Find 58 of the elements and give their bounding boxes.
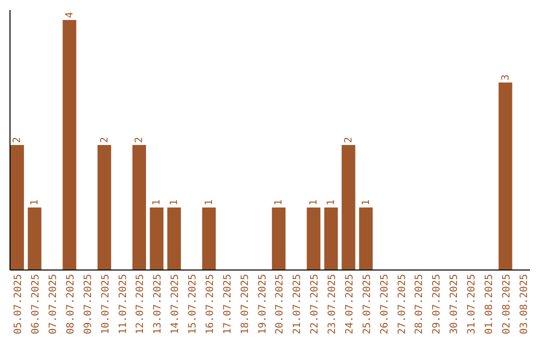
x-tick-label: 19.07.2025 <box>257 274 268 334</box>
bar <box>202 208 216 270</box>
x-tick-label: 29.07.2025 <box>432 274 443 334</box>
data-label: 3 <box>500 74 512 80</box>
data-label: 1 <box>274 199 285 206</box>
x-tick-label: 25.07.2025 <box>362 274 373 334</box>
x-tick-label: 27.07.2025 <box>396 274 408 334</box>
x-tick-label: 08.07.2025 <box>65 274 76 334</box>
bar <box>324 208 338 270</box>
data-label: 2 <box>134 136 146 143</box>
x-tick-label: 30.07.2025 <box>449 274 460 334</box>
bar <box>98 145 112 270</box>
data-label: 1 <box>152 199 163 206</box>
x-tick-label: 12.07.2025 <box>135 274 146 334</box>
x-tick-label: 07.07.2025 <box>48 274 60 334</box>
x-tick-label: 10.07.2025 <box>100 274 112 334</box>
bar <box>132 145 146 270</box>
data-label: 2 <box>12 136 24 143</box>
x-tick-label: 01.08.2025 <box>484 274 495 334</box>
x-tick-label: 02.08.2025 <box>501 274 512 334</box>
x-tick-label: 22.07.2025 <box>310 274 321 334</box>
x-tick-label: 06.07.2025 <box>30 274 42 334</box>
data-label: 2 <box>343 136 354 143</box>
x-tick-label: 24.07.2025 <box>344 274 356 334</box>
x-tick-label: 15.07.2025 <box>188 274 199 334</box>
x-tick-label: 31.07.2025 <box>466 274 478 334</box>
x-tick-label: 18.07.2025 <box>240 274 251 334</box>
x-tick-label: 14.07.2025 <box>170 274 182 334</box>
x-tick-label: 03.08.2025 <box>518 274 530 334</box>
bar <box>10 145 24 270</box>
bar <box>498 82 512 270</box>
data-label: 1 <box>204 199 215 206</box>
x-tick-label: 20.07.2025 <box>274 274 286 334</box>
data-label: 1 <box>326 199 338 206</box>
bar <box>342 145 356 270</box>
bar <box>62 20 76 270</box>
x-tick-label: 23.07.2025 <box>327 274 338 334</box>
bar <box>359 208 373 270</box>
x-tick-label: 11.07.2025 <box>118 274 129 334</box>
x-tick-label: 28.07.2025 <box>414 274 426 334</box>
x-tick-label: 17.07.2025 <box>222 274 234 334</box>
data-label: 1 <box>169 199 180 206</box>
data-label: 1 <box>360 199 372 206</box>
x-tick-label: 09.07.2025 <box>82 274 94 334</box>
bar <box>272 208 286 270</box>
data-label: 2 <box>99 136 110 143</box>
bar <box>167 208 181 270</box>
x-tick-label: 26.07.2025 <box>379 274 390 334</box>
bar <box>28 208 42 270</box>
bar <box>150 208 164 270</box>
x-tick-label: 21.07.2025 <box>292 274 304 334</box>
x-tick-label: 13.07.2025 <box>152 274 164 334</box>
x-tick-label: 05.07.2025 <box>13 274 24 334</box>
x-tick-label: 16.07.2025 <box>204 274 216 334</box>
bar <box>306 208 320 270</box>
data-label: 4 <box>64 12 76 18</box>
data-label: 1 <box>30 199 41 206</box>
data-label: 1 <box>308 199 320 206</box>
